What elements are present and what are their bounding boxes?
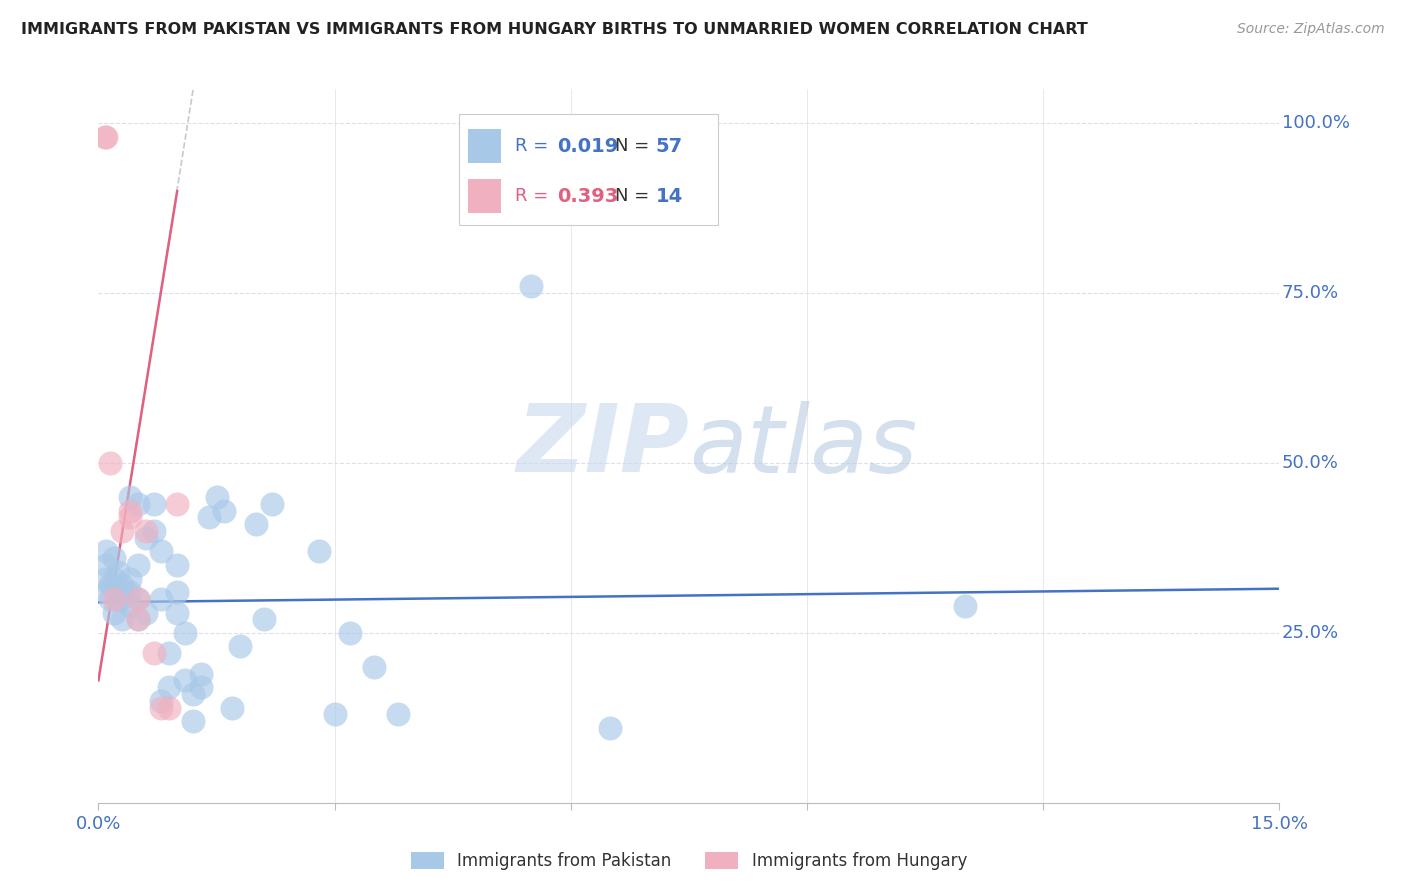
Point (107, 591, 129, 606)
Point (197, 510, 219, 524)
Point (118, 599, 141, 613)
Point (127, 612, 149, 626)
Legend: Immigrants from Pakistan, Immigrants from Hungary: Immigrants from Pakistan, Immigrants fro… (404, 845, 974, 877)
Point (96, 129, 118, 144)
Point (127, 497, 149, 511)
Point (205, 490, 228, 504)
Point (142, 646, 165, 660)
Point (190, 666, 212, 681)
Point (166, 606, 188, 620)
Text: 75.0%: 75.0% (1282, 284, 1339, 302)
Point (118, 490, 141, 504)
Point (93, 572, 115, 586)
Point (260, 497, 283, 511)
FancyBboxPatch shape (458, 114, 718, 225)
Point (98, 591, 121, 606)
Point (135, 606, 157, 620)
Point (181, 687, 204, 701)
Point (150, 694, 173, 708)
Point (135, 524, 157, 538)
Point (150, 700, 173, 714)
Point (339, 626, 361, 640)
Point (253, 612, 276, 626)
FancyBboxPatch shape (468, 179, 501, 213)
Point (181, 714, 204, 729)
Point (127, 591, 149, 606)
Text: 14: 14 (655, 186, 683, 206)
Point (111, 591, 134, 606)
Text: 100.0%: 100.0% (1282, 114, 1350, 132)
Point (520, 279, 543, 293)
Point (150, 591, 173, 606)
Point (127, 591, 149, 606)
Point (166, 497, 188, 511)
Point (166, 585, 188, 599)
Point (93, 129, 115, 144)
Point (308, 544, 330, 558)
Point (127, 612, 149, 626)
Point (127, 558, 149, 572)
Point (157, 680, 180, 694)
Point (953, 599, 976, 613)
Text: 0.019: 0.019 (557, 136, 617, 156)
Point (142, 524, 165, 538)
Point (190, 680, 212, 694)
Text: N =: N = (614, 187, 655, 205)
Point (387, 707, 409, 722)
Text: R =: R = (516, 187, 554, 205)
Point (118, 510, 141, 524)
Point (174, 673, 197, 688)
Point (245, 517, 267, 532)
Point (150, 544, 173, 558)
Point (118, 572, 141, 586)
Point (111, 578, 134, 592)
Point (166, 558, 188, 572)
Point (96, 558, 118, 572)
Text: IMMIGRANTS FROM PAKISTAN VS IMMIGRANTS FROM HUNGARY BIRTHS TO UNMARRIED WOMEN CO: IMMIGRANTS FROM PAKISTAN VS IMMIGRANTS F… (21, 22, 1088, 37)
Point (157, 646, 180, 660)
Point (107, 565, 129, 579)
Point (221, 700, 243, 714)
Point (599, 721, 621, 735)
Point (103, 551, 125, 566)
Point (103, 572, 125, 586)
Text: N =: N = (614, 137, 655, 155)
Point (98, 578, 121, 592)
Point (111, 524, 134, 538)
Point (115, 585, 138, 599)
FancyBboxPatch shape (468, 129, 501, 163)
Point (118, 503, 141, 517)
Point (323, 707, 346, 722)
Point (111, 612, 134, 626)
Point (135, 531, 157, 545)
Point (174, 626, 197, 640)
Text: R =: R = (516, 137, 554, 155)
Point (96, 544, 118, 558)
Point (363, 660, 385, 674)
Point (98, 456, 121, 470)
Point (103, 606, 125, 620)
Point (142, 497, 165, 511)
Point (229, 640, 252, 654)
Text: atlas: atlas (689, 401, 917, 491)
Point (157, 700, 180, 714)
Point (118, 585, 141, 599)
Text: 57: 57 (655, 136, 683, 156)
Point (94, 585, 117, 599)
Point (214, 503, 236, 517)
Text: 50.0%: 50.0% (1282, 454, 1339, 472)
Text: 25.0%: 25.0% (1282, 624, 1339, 642)
Text: Source: ZipAtlas.com: Source: ZipAtlas.com (1237, 22, 1385, 37)
Text: ZIP: ZIP (516, 400, 689, 492)
Point (103, 591, 125, 606)
Text: 0.393: 0.393 (557, 186, 617, 206)
